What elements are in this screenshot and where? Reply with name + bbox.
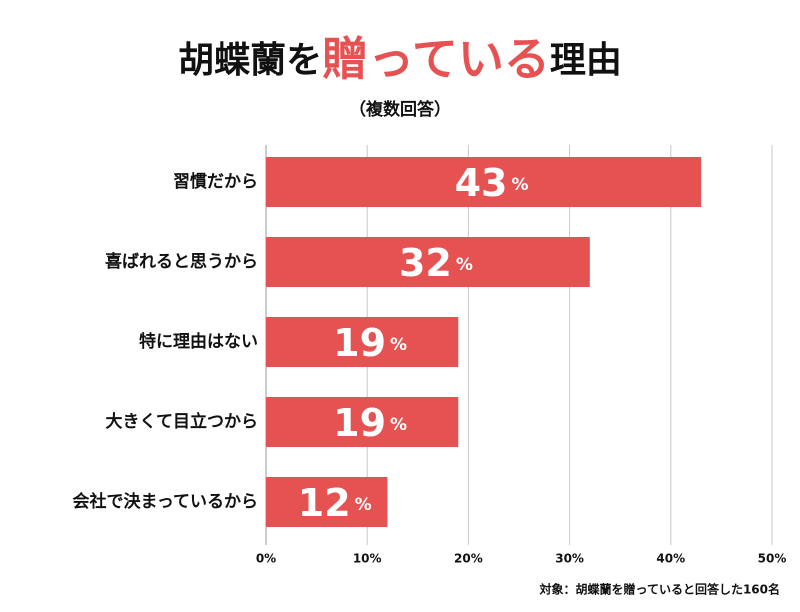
- x-tick-label: 50%: [758, 552, 787, 566]
- bar: [266, 157, 702, 207]
- bar: [266, 317, 459, 367]
- y-tick-label: 特に理由はない: [139, 331, 258, 352]
- value-unit: %: [355, 495, 372, 515]
- subtitle: （複数回答）: [349, 99, 451, 120]
- value-unit: %: [512, 175, 529, 195]
- x-tick-label: 0%: [256, 552, 276, 566]
- value-label: 43%: [455, 161, 529, 205]
- value-label: 32%: [399, 241, 473, 285]
- title-part: 理由: [550, 40, 622, 81]
- x-tick-label: 20%: [454, 552, 483, 566]
- value-number: 32: [399, 241, 452, 285]
- value-number: 19: [333, 401, 386, 445]
- value-number: 19: [333, 321, 386, 365]
- bar: [266, 237, 590, 287]
- y-tick-label: 会社で決まっているから: [73, 491, 258, 512]
- y-tick-label: 習慣だから: [173, 171, 258, 192]
- value-unit: %: [390, 335, 407, 355]
- value-number: 43: [455, 161, 508, 205]
- x-tick-label: 10%: [353, 552, 382, 566]
- title-highlight: 贈っている: [322, 32, 550, 86]
- title-part: 胡蝶蘭を: [178, 40, 322, 81]
- chart-title: 胡蝶蘭を贈っている理由: [178, 32, 622, 86]
- value-label: 12%: [298, 481, 372, 525]
- bar: [266, 477, 388, 527]
- value-number: 12: [298, 481, 351, 525]
- y-tick-label: 喜ばれると思うから: [105, 252, 258, 272]
- value-label: 19%: [333, 321, 407, 365]
- y-tick-label: 大きくて目立つから: [106, 411, 259, 432]
- value-unit: %: [390, 415, 407, 435]
- note: 対象：胡蝶蘭を贈っていると回答した160名: [539, 582, 780, 597]
- bar: [266, 397, 459, 447]
- value-unit: %: [456, 255, 473, 275]
- value-label: 19%: [333, 401, 407, 445]
- x-tick-label: 40%: [656, 552, 685, 566]
- x-tick-label: 30%: [555, 552, 584, 566]
